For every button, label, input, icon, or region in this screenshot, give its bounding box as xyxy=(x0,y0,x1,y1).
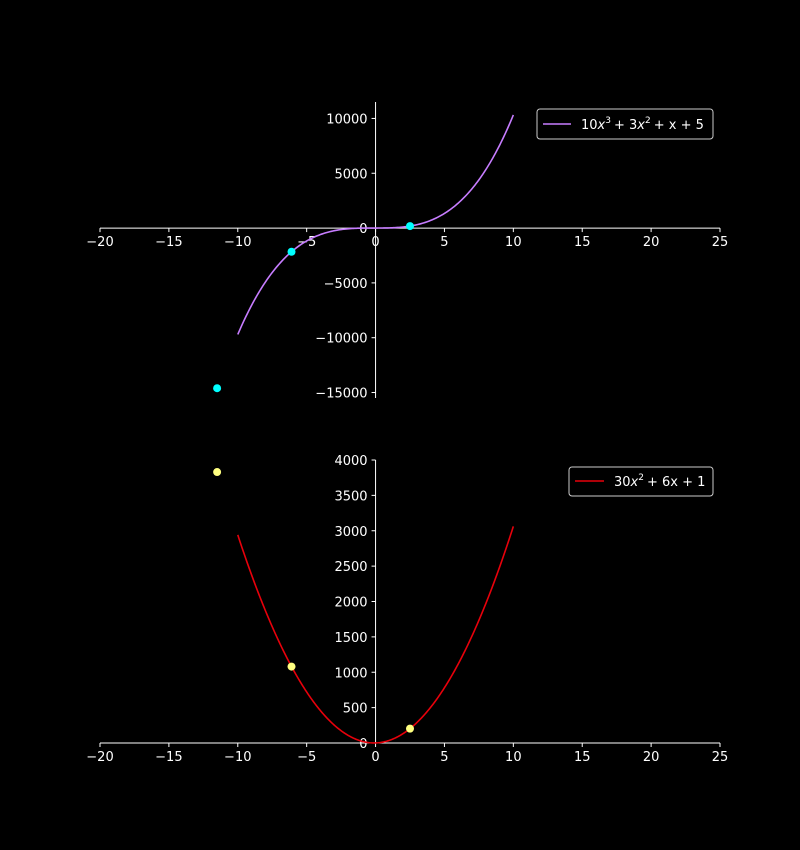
cubic-scatter-points xyxy=(213,222,414,393)
quadratic-legend: 30x2 + 6x + 1 xyxy=(568,466,714,497)
x-tick-label: −5 xyxy=(297,750,316,765)
data-point xyxy=(213,468,222,477)
cubic-x-ticks: −20 −15 −10 −5 0 5 10 15 20 25 xyxy=(86,228,728,250)
cubic-chart: −20 −15 −10 −5 0 5 10 15 20 25 1000050000−5000−10… xyxy=(86,102,728,402)
x-tick-label: −15 xyxy=(155,235,182,250)
y-tick-label: 2000 xyxy=(334,596,367,611)
y-tick-label: 4000 xyxy=(334,454,367,469)
y-tick-label: 2500 xyxy=(334,560,367,575)
y-tick-label: 1500 xyxy=(334,631,367,646)
data-point xyxy=(406,222,414,231)
x-tick-label: −10 xyxy=(224,750,251,765)
quadratic-scatter-points xyxy=(213,468,414,733)
data-point xyxy=(287,662,296,671)
quadratic-chart: −20 −15 −10 −5 0 5 10 15 20 25 4000 3500 3000 2500 20… xyxy=(86,454,728,765)
cubic-legend-box xyxy=(536,108,714,140)
x-tick-label: 20 xyxy=(643,235,660,250)
x-tick-label: 10 xyxy=(505,750,522,765)
data-point xyxy=(287,247,296,256)
y-tick-label: 0 xyxy=(359,222,367,237)
x-tick-label: 0 xyxy=(371,235,379,250)
y-tick-label: 3500 xyxy=(334,489,367,504)
data-point xyxy=(406,724,414,733)
y-tick-label: 1000 xyxy=(334,666,367,681)
y-tick-label: 10000 xyxy=(326,112,367,127)
x-tick-label: 15 xyxy=(574,235,591,250)
cubic-legend-label: 10x3 + 3x2 + x + 5 xyxy=(581,116,704,133)
cubic-legend: 10x3 + 3x2 + x + 5 xyxy=(536,108,714,140)
x-tick-label: −15 xyxy=(155,750,182,765)
y-tick-label: 5000 xyxy=(334,167,367,182)
quadratic-y-ticks: 4000 3500 3000 2500 2000 1500 1000 500 0 xyxy=(334,454,376,752)
y-tick-label: −10000 xyxy=(315,332,367,347)
quadratic-legend-label: 30x2 + 6x + 1 xyxy=(614,473,705,490)
cubic-y-ticks: 10000 5000 0 −5000 −10000 −15000 xyxy=(315,112,376,402)
cubic-series-line xyxy=(237,114,515,335)
x-tick-label: −20 xyxy=(86,750,113,765)
y-tick-label: −5000 xyxy=(324,277,368,292)
x-tick-label: −10 xyxy=(224,235,251,250)
x-tick-label: 0 xyxy=(371,750,379,765)
x-tick-label: 20 xyxy=(643,750,660,765)
y-tick-label: 0 xyxy=(359,737,367,752)
x-tick-label: 25 xyxy=(712,750,729,765)
x-tick-label: 15 xyxy=(574,750,591,765)
quadratic-legend-box xyxy=(568,466,714,497)
x-tick-label: 25 xyxy=(712,235,729,250)
x-tick-label: 10 xyxy=(505,235,522,250)
data-point xyxy=(213,384,222,393)
y-tick-label: −15000 xyxy=(315,387,367,402)
x-tick-label: 5 xyxy=(440,750,448,765)
quadratic-x-ticks: −20 −15 −10 −5 0 5 10 15 20 25 xyxy=(86,743,728,765)
y-tick-label: 3000 xyxy=(334,525,367,540)
x-tick-label: −20 xyxy=(86,235,113,250)
x-tick-label: 5 xyxy=(440,235,448,250)
y-tick-label: 500 xyxy=(343,702,368,717)
quadratic-series-line xyxy=(237,526,515,744)
